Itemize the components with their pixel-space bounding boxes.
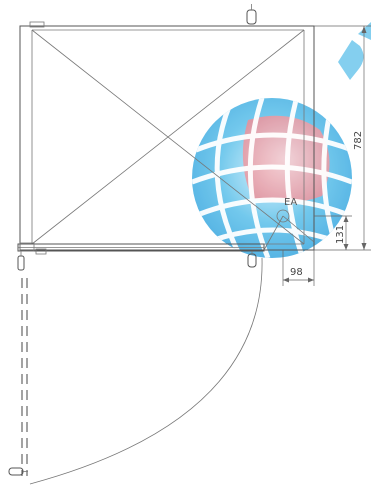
door-swing (8, 257, 263, 485)
dimension-width-hinge: 98 (282, 250, 315, 286)
globe-watermark (192, 98, 352, 258)
door-panel (17, 242, 265, 268)
top-handle (246, 4, 257, 25)
left-hinge (17, 251, 25, 271)
ea-label: EA (284, 197, 297, 208)
hinge-axis: EA (263, 197, 315, 251)
dim-131-label: 131 (335, 225, 346, 244)
dimension-height-hinge: 131 (314, 215, 352, 250)
dim-98-label: 98 (290, 267, 303, 278)
dim-782-label: 782 (353, 131, 364, 150)
dimension-height-total: 782 (314, 25, 371, 251)
watermark-logo (338, 22, 371, 80)
